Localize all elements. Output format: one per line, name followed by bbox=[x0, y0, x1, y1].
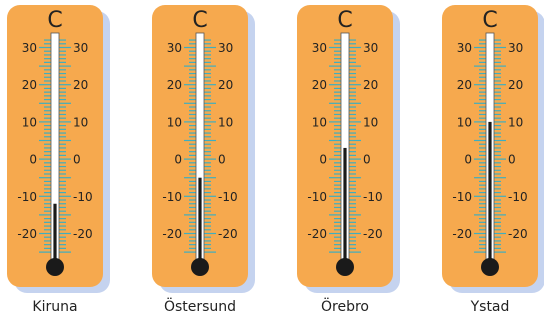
scale-label-left: 10 bbox=[167, 115, 182, 129]
scale-label-left: -20 bbox=[162, 227, 182, 241]
scale-label-left: -10 bbox=[307, 190, 327, 204]
scale-label-left: -20 bbox=[452, 227, 472, 241]
mercury-bulb bbox=[46, 258, 64, 276]
scale-label-right: 0 bbox=[73, 153, 81, 167]
scale-label-right: 30 bbox=[363, 41, 378, 55]
scale-label-left: 10 bbox=[22, 115, 37, 129]
thermometer-3: C 30 30 20 20 10 10 0 0 -10 -10 -20 -20 Örebro bbox=[297, 5, 400, 315]
scale-label-right: 10 bbox=[218, 115, 233, 129]
scale-label-left: 10 bbox=[312, 115, 327, 129]
mercury-bulb bbox=[336, 258, 354, 276]
scale-label-right: -20 bbox=[363, 227, 383, 241]
city-label: Örebro bbox=[321, 297, 369, 315]
scale-label-left: -20 bbox=[17, 227, 37, 241]
unit-label: C bbox=[337, 8, 352, 33]
mercury-column bbox=[53, 203, 57, 264]
scale-label-right: 20 bbox=[218, 78, 233, 92]
scale-label-right: -10 bbox=[363, 190, 383, 204]
scale-label-right: 30 bbox=[508, 41, 523, 55]
scale-label-left: 30 bbox=[167, 41, 182, 55]
mercury-column bbox=[343, 147, 347, 264]
scale-label-right: -20 bbox=[73, 227, 93, 241]
scale-label-left: -10 bbox=[162, 190, 182, 204]
city-label: Ystad bbox=[470, 299, 510, 315]
scale-label-left: -10 bbox=[17, 190, 37, 204]
scale-label-right: -10 bbox=[218, 190, 238, 204]
scale-label-right: 30 bbox=[73, 41, 88, 55]
scale-label-left: 10 bbox=[457, 115, 472, 129]
scale-label-right: 10 bbox=[73, 115, 88, 129]
scale-label-left: 0 bbox=[319, 153, 327, 167]
scale-label-left: 30 bbox=[457, 41, 472, 55]
mercury-column bbox=[488, 121, 492, 265]
city-label: Kiruna bbox=[32, 299, 77, 315]
scale-label-left: 0 bbox=[174, 153, 182, 167]
thermometer-4: C 30 30 20 20 10 10 0 0 -10 -10 -20 -20 Ystad bbox=[442, 5, 544, 315]
mercury-bulb bbox=[481, 258, 499, 276]
scale-label-right: 10 bbox=[508, 115, 523, 129]
scale-label-left: 20 bbox=[22, 78, 37, 92]
mercury-column bbox=[198, 177, 202, 264]
scale-label-left: 20 bbox=[457, 78, 472, 92]
scale-label-right: 30 bbox=[218, 41, 233, 55]
scale-label-left: -10 bbox=[452, 190, 472, 204]
scale-label-left: 0 bbox=[29, 153, 37, 167]
scale-label-right: 0 bbox=[363, 153, 371, 167]
unit-label: C bbox=[482, 8, 497, 33]
scale-label-left: 0 bbox=[464, 153, 472, 167]
scale-label-right: 20 bbox=[508, 78, 523, 92]
scale-label-left: 20 bbox=[167, 78, 182, 92]
thermometer-2: C 30 30 20 20 10 10 0 0 -10 -10 -20 -20 Östersund bbox=[152, 5, 255, 315]
city-label: Östersund bbox=[164, 297, 236, 315]
scale-label-right: 10 bbox=[363, 115, 378, 129]
scale-label-left: 30 bbox=[312, 41, 327, 55]
unit-label: C bbox=[192, 8, 207, 33]
scale-label-right: 20 bbox=[73, 78, 88, 92]
scale-label-right: 0 bbox=[508, 153, 516, 167]
mercury-bulb bbox=[191, 258, 209, 276]
scale-label-right: -10 bbox=[508, 190, 528, 204]
scale-label-right: 0 bbox=[218, 153, 226, 167]
unit-label: C bbox=[47, 8, 62, 33]
scale-label-right: -20 bbox=[508, 227, 528, 241]
scale-label-left: -20 bbox=[307, 227, 327, 241]
scale-label-right: 20 bbox=[363, 78, 378, 92]
scale-label-right: -20 bbox=[218, 227, 238, 241]
scale-label-right: -10 bbox=[73, 190, 93, 204]
thermometer-1: C 30 30 20 20 10 10 0 0 -10 -10 -20 -20 Kiruna bbox=[7, 5, 110, 315]
scale-label-left: 30 bbox=[22, 41, 37, 55]
scale-label-left: 20 bbox=[312, 78, 327, 92]
